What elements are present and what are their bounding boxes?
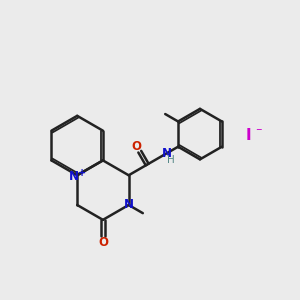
Text: +: + — [79, 168, 87, 178]
Text: N: N — [69, 170, 79, 183]
Text: N: N — [162, 147, 172, 160]
Text: O: O — [98, 236, 108, 249]
Text: I: I — [245, 128, 251, 142]
Text: H: H — [167, 155, 175, 165]
Text: N: N — [124, 199, 134, 212]
Text: ⁻: ⁻ — [255, 126, 262, 139]
Text: O: O — [132, 140, 142, 153]
